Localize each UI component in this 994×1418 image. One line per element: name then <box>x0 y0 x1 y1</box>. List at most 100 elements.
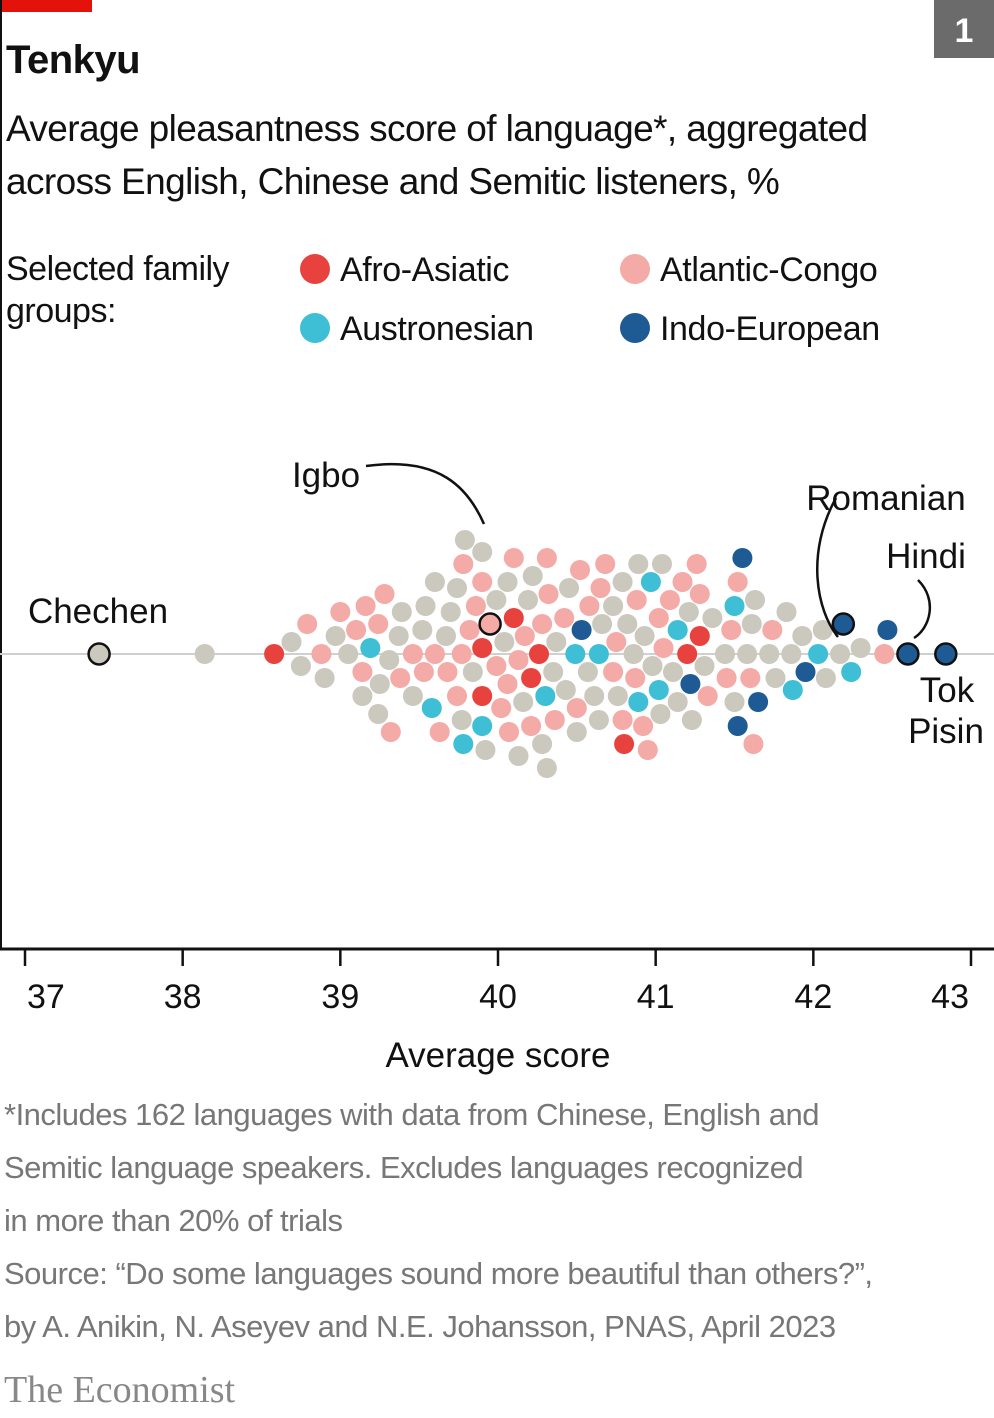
dot-atlantic-congo-46 <box>465 596 486 616</box>
dot-austronesian-108 <box>628 692 649 712</box>
dot-other-160 <box>830 644 851 664</box>
dot-other-145 <box>741 614 762 634</box>
footnote-line-3: in more than 20% of trials <box>4 1203 343 1238</box>
legend-item-indo-european: Indo-European <box>620 309 880 349</box>
dot-afro-asiatic-103 <box>614 734 635 754</box>
dot-atlantic-congo-5 <box>297 614 318 634</box>
dot-other-8 <box>325 626 346 646</box>
chart-title: Tenkyu <box>6 38 141 82</box>
dot-other-57 <box>494 632 515 652</box>
dot-afro-asiatic-125 <box>677 644 698 664</box>
dot-other-4 <box>290 656 311 676</box>
dot-other-83 <box>559 578 579 598</box>
dot-atlantic-congo-112 <box>637 740 658 760</box>
dot-other-109 <box>628 554 649 574</box>
dot-atlantic-congo-66 <box>514 626 535 646</box>
dot-other-13 <box>352 686 373 706</box>
annotation-tok-pisin-line-2: Pisin <box>908 712 984 751</box>
dot-other-80 <box>546 632 567 652</box>
dot-other-89 <box>577 662 598 682</box>
dot-indo-european-141 <box>727 716 748 736</box>
dot-atlantic-congo-14 <box>355 596 376 616</box>
chart-subtitle: Average pleasantness score of language*,… <box>6 102 991 208</box>
dot-austronesian-50 <box>472 716 493 736</box>
annotation-layer: Chechen Igbo Romanian Hindi Tok Pisin <box>28 456 984 751</box>
footnote-line-1: *Includes 162 languages with data from C… <box>4 1097 819 1132</box>
dot-austronesian-30 <box>421 698 442 718</box>
dot-other-52 <box>475 740 496 760</box>
dot-other-40 <box>451 710 472 730</box>
x-tick-label-39: 39 <box>321 978 359 1016</box>
dot-indo-european-148 <box>748 692 769 712</box>
dot-other-32 <box>424 572 445 592</box>
dot-atlantic-congo-60 <box>499 722 519 742</box>
dot-atlantic-congo-150 <box>762 620 783 640</box>
dot-atlantic-congo-56 <box>491 698 512 718</box>
dot-austronesian-154 <box>782 680 803 700</box>
dot-other-98 <box>603 596 624 616</box>
dot-other-3 <box>281 632 302 652</box>
x-tick-label-40: 40 <box>479 978 517 1016</box>
dot-chechen <box>87 642 111 666</box>
dot-other-55 <box>486 590 507 610</box>
dot-other-27 <box>412 620 433 640</box>
dot-hindi <box>896 642 920 666</box>
dot-other-153 <box>781 644 802 664</box>
dot-atlantic-congo-129 <box>686 554 707 574</box>
legend-swatch-austronesian <box>300 313 330 343</box>
dot-atlantic-congo-137 <box>721 620 742 640</box>
dot-other-139 <box>724 692 745 712</box>
source-line-1: Source: “Do some languages sound more be… <box>4 1256 873 1291</box>
dot-atlantic-congo-120 <box>659 590 680 610</box>
dot-other-64 <box>508 746 529 766</box>
dot-other-159 <box>815 668 836 688</box>
dot-other-105 <box>623 644 644 664</box>
dot-other-76 <box>536 758 557 778</box>
economist-red-tag <box>0 0 92 12</box>
legend-label-atlantic-congo: Atlantic-Congo <box>660 251 878 289</box>
x-tick-label-41: 41 <box>637 978 675 1016</box>
dot-atlantic-congo-21 <box>380 722 401 742</box>
dot-atlantic-congo-81 <box>554 608 575 628</box>
dot-other-22 <box>388 626 409 646</box>
dot-austronesian-15 <box>360 638 381 658</box>
dot-austronesian-74 <box>535 686 556 706</box>
dot-other-29 <box>415 596 436 616</box>
dot-indo-european-156 <box>795 662 816 682</box>
annotation-igbo: Igbo <box>292 456 360 495</box>
dot-atlantic-congo-12 <box>352 662 373 682</box>
dot-other-18 <box>369 674 390 694</box>
x-tick-label-38: 38 <box>164 978 202 1016</box>
dot-other-24 <box>391 602 412 622</box>
dot-atlantic-congo-99 <box>606 632 627 652</box>
dot-atlantic-congo-9 <box>330 602 351 622</box>
dot-atlantic-congo-11 <box>346 620 367 640</box>
left-frame-rule <box>0 0 2 950</box>
dot-other-43 <box>454 530 475 550</box>
dot-atlantic-congo-106 <box>625 668 646 688</box>
dot-atlantic-congo-77 <box>538 584 559 604</box>
legend-label-austronesian: Austronesian <box>340 310 534 348</box>
dot-atlantic-congo-63 <box>508 650 529 670</box>
dot-afro-asiatic-48 <box>472 686 493 706</box>
dot-atlantic-congo-115 <box>648 608 669 628</box>
dot-other-114 <box>642 656 663 676</box>
dot-other-121 <box>663 662 683 682</box>
economist-logo: The Economist <box>4 1369 236 1411</box>
romanian-leader-line <box>816 497 839 638</box>
chart-number-badge: 1 <box>934 0 994 58</box>
subtitle-line-1: Average pleasantness score of language*,… <box>6 108 868 149</box>
dot-atlantic-congo-75 <box>536 548 557 568</box>
legend-title: Selected family groups: <box>6 250 230 330</box>
dot-indo-european-127 <box>680 674 701 694</box>
dot-atlantic-congo-23 <box>390 668 411 688</box>
dot-other-91 <box>584 686 605 706</box>
dot-atlantic-congo-87 <box>570 560 590 580</box>
legend-swatch-atlantic-congo <box>620 254 650 284</box>
dot-atlantic-congo-62 <box>503 548 524 568</box>
dot-other-82 <box>555 680 576 700</box>
dot-romanian <box>831 612 856 636</box>
dot-indo-european-165 <box>877 620 898 640</box>
dot-atlantic-congo-85 <box>566 698 587 718</box>
dot-austronesian-84 <box>565 644 586 664</box>
